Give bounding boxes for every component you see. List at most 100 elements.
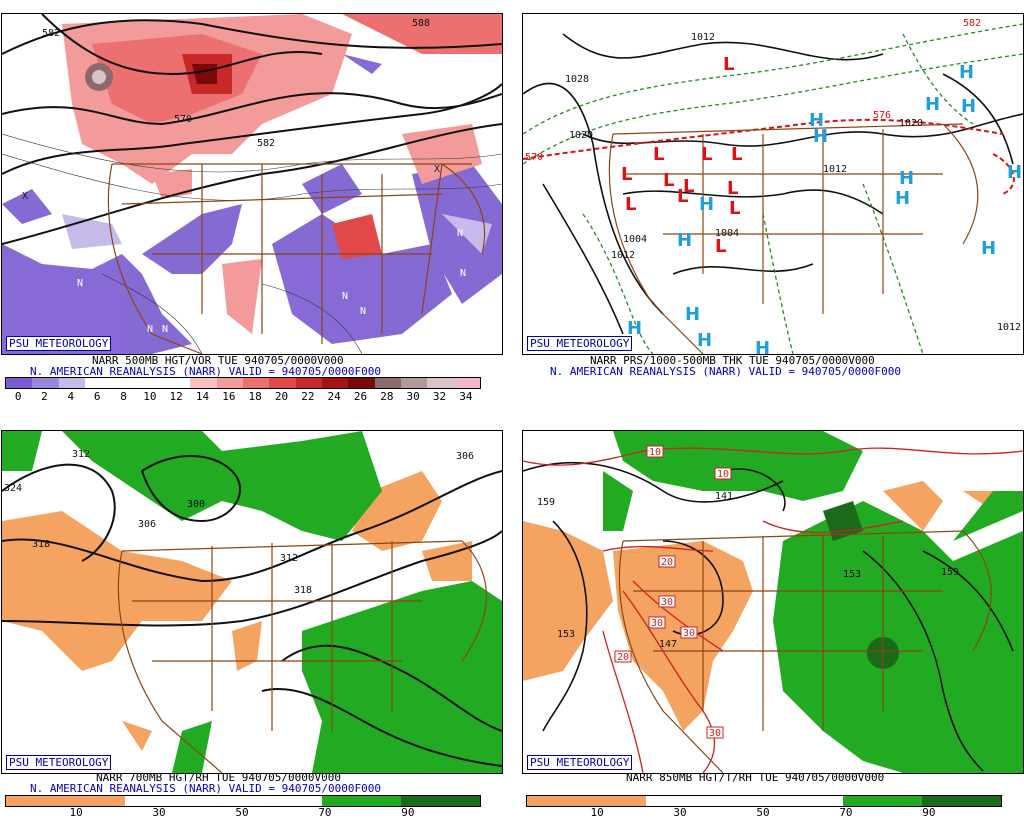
colorbar-swatch <box>269 378 296 388</box>
x-label: X <box>434 164 440 175</box>
colorbar-swatch <box>124 796 164 806</box>
colorbar-swatch <box>242 378 270 388</box>
colorbar-swatch <box>282 796 322 806</box>
vorticity-colorbar-ticks: 0 2 4 6 8 10 12 14 16 18 20 22 24 26 28 30 32 34 <box>5 390 479 403</box>
colorbar-swatch <box>164 796 204 806</box>
colorbar-tick: 70 <box>839 806 853 819</box>
colorbar-tick: 0 <box>14 390 22 403</box>
height-contours <box>2 14 502 245</box>
low-marker: L <box>715 236 726 257</box>
colorbar-tick: 12 <box>169 390 183 403</box>
thickness-labels: 570 576 582 <box>525 18 981 163</box>
colorbar-swatch <box>216 378 243 388</box>
n-label: N <box>147 324 153 335</box>
colorbar-swatch <box>882 796 922 806</box>
low-marker: L <box>621 164 632 185</box>
colorbar-tick: 90 <box>922 806 936 819</box>
height-label: 588 <box>412 18 430 29</box>
height-label: 312 <box>280 553 298 564</box>
temp850-colorbar <box>526 795 1002 807</box>
height-label: 324 <box>4 483 22 494</box>
rh700-colorbar <box>5 795 481 807</box>
height-label: 300 <box>187 499 205 510</box>
colorbar-swatch <box>163 378 191 388</box>
colorbar-swatch <box>111 378 138 388</box>
n-label: N <box>77 278 83 289</box>
political-boundaries <box>618 530 992 773</box>
isotherm-label: 20 <box>617 652 629 663</box>
political-boundaries <box>107 163 486 354</box>
height-contours <box>523 461 1014 772</box>
colorbar-tick: 30 <box>406 390 420 403</box>
height-label: 153 <box>843 569 861 580</box>
colorbar-swatch <box>85 796 125 806</box>
n-label: N <box>457 228 463 239</box>
colorbar-swatch <box>45 796 85 806</box>
n-label: N <box>162 324 168 335</box>
low-marker: L <box>727 178 738 199</box>
thickness-label: 576 <box>873 110 891 121</box>
temp850-map: 159 153 147 141 153 159 10 20 30 30 30 2… <box>523 431 1023 773</box>
high-marker: H <box>961 96 976 117</box>
high-marker: H <box>627 318 642 339</box>
colorbar-tick: 4 <box>67 390 75 403</box>
colorbar-swatch <box>566 796 606 806</box>
moist-air-fill <box>2 431 502 773</box>
isotherm-label: 30 <box>683 628 695 639</box>
moist-air-fill <box>603 431 1023 773</box>
high-marker: H <box>677 230 692 251</box>
political-boundaries <box>117 540 487 773</box>
colorbar-tick: 34 <box>459 390 473 403</box>
isobar-labels: 1012 1028 1020 1012 1004 1012 1020 1004 … <box>565 32 1021 333</box>
panel-700mb-rh: 312 324 318 306 300 306 312 318 PSU METE… <box>1 430 503 774</box>
colorbar-swatch <box>400 378 428 388</box>
colorbar-tick: 70 <box>318 806 332 819</box>
colorbar-tick: 24 <box>327 390 341 403</box>
colorbar-tick: 26 <box>353 390 368 403</box>
panel-500mb-vorticity: 582 570 582 588 N N N N N N N N N X X PS… <box>1 13 503 355</box>
colorbar-swatch <box>401 796 441 806</box>
colorbar-tick: 8 <box>120 390 127 403</box>
colorbar-swatch <box>764 796 804 806</box>
colorbar-swatch <box>922 796 962 806</box>
high-marker: H <box>685 304 700 325</box>
n-label: N <box>202 324 208 335</box>
colorbar-tick: 2 <box>41 390 48 403</box>
isotherm-label: 10 <box>717 469 729 480</box>
isotherms <box>523 447 1023 773</box>
positive-vorticity-fill <box>62 14 502 334</box>
psu-branding: PSU METEOROLOGY <box>527 755 633 770</box>
high-marker: H <box>1007 162 1022 183</box>
panel2-source: N. AMERICAN REANALYSIS (NARR) VALID = 94… <box>550 365 901 378</box>
height-contours <box>2 455 502 767</box>
x-label: X <box>22 191 28 202</box>
colorbar-swatch <box>606 796 646 806</box>
isotherm-label: 10 <box>649 447 661 458</box>
colorbar-swatch <box>6 378 33 388</box>
n-label: N <box>424 328 430 339</box>
colorbar-swatch <box>322 796 362 806</box>
colorbar-tick: 30 <box>673 806 687 819</box>
colorbar-swatch <box>374 378 401 388</box>
thickness-label: 570 <box>525 152 543 163</box>
isobar-label: 1012 <box>823 164 847 175</box>
panel3-source: N. AMERICAN REANALYSIS (NARR) VALID = 94… <box>30 782 381 795</box>
low-marker: L <box>653 144 664 165</box>
psu-branding: PSU METEOROLOGY <box>527 336 633 351</box>
colorbar-swatch <box>348 378 375 388</box>
low-marker: L <box>663 170 674 191</box>
colorbar-swatch <box>243 796 283 806</box>
height-label: 159 <box>941 567 959 578</box>
height-label: 306 <box>138 519 156 530</box>
colorbar-swatch <box>645 796 685 806</box>
low-marker: L <box>677 186 688 207</box>
height-label: 306 <box>456 451 474 462</box>
colorbar-swatch <box>190 378 217 388</box>
isobar-label: 1028 <box>565 74 589 85</box>
isobar-label: 1020 <box>569 130 593 141</box>
panel1-source: N. AMERICAN REANALYSIS (NARR) VALID = 94… <box>30 365 381 378</box>
colorbar-tick: 90 <box>401 806 415 819</box>
political-boundaries <box>608 123 979 354</box>
high-pressure-centers: H H H H H H H H H H H H H H H <box>627 62 1022 354</box>
colorbar-swatch <box>58 378 85 388</box>
